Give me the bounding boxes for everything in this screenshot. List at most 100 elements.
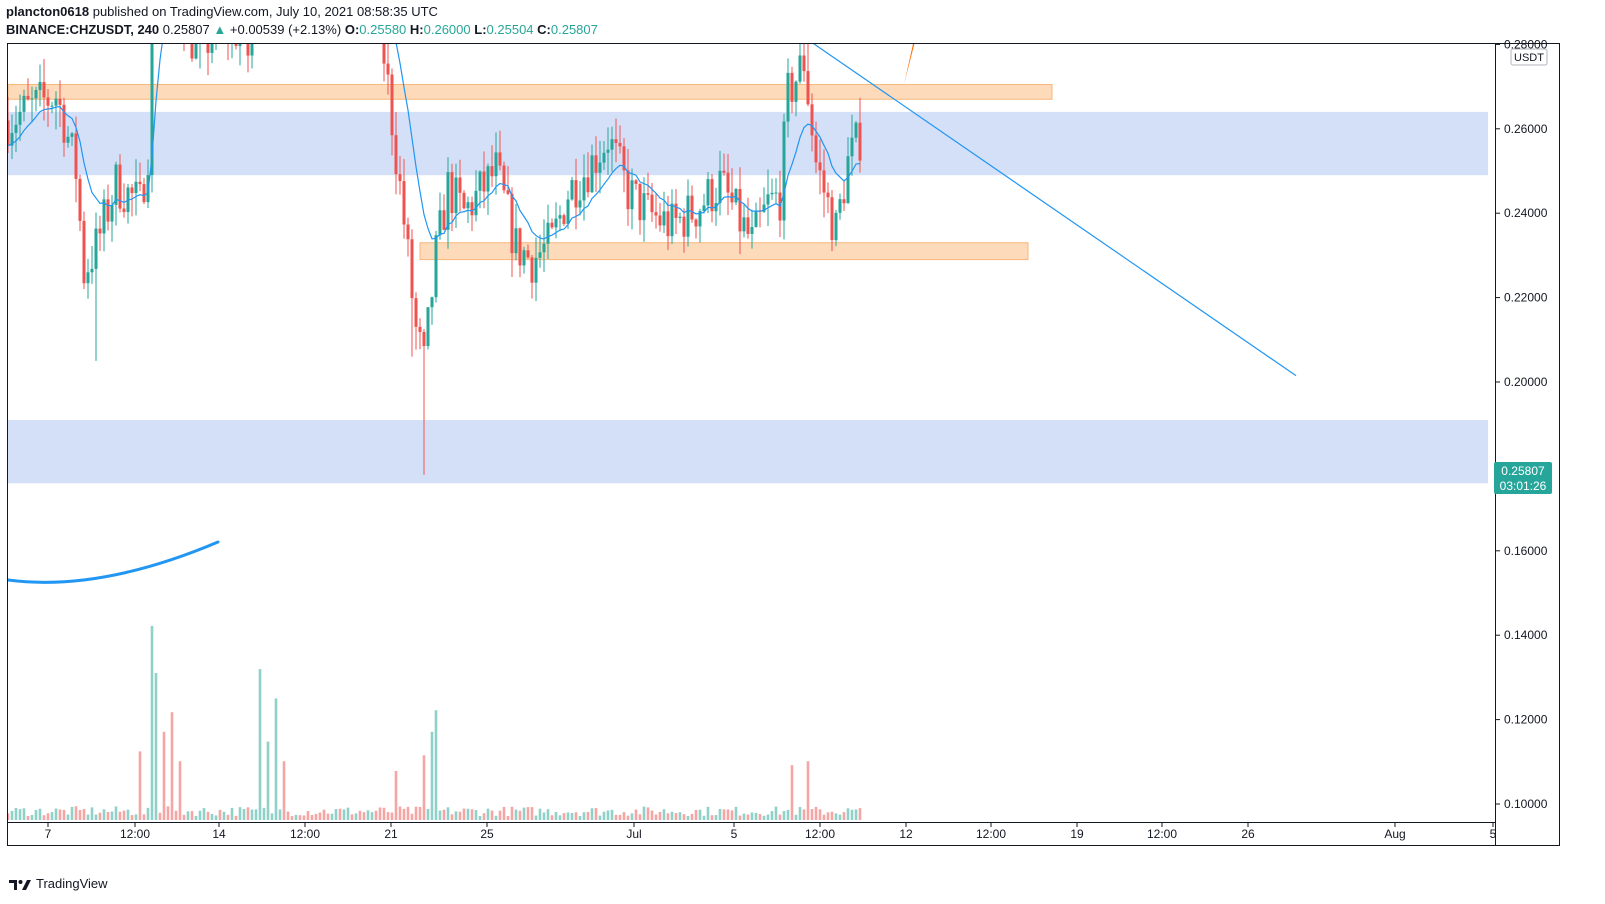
candle-body[interactable] [842, 199, 846, 204]
candle-body[interactable] [586, 177, 590, 193]
lower-blue-zone[interactable] [8, 419, 1488, 484]
candle-body[interactable] [62, 104, 66, 143]
rounded-bottom-arc[interactable] [8, 540, 220, 584]
candle-body[interactable] [598, 162, 602, 173]
candle-body[interactable] [718, 170, 722, 204]
candle-body[interactable] [662, 211, 666, 226]
candle-body[interactable] [622, 146, 626, 171]
candle-body[interactable] [450, 172, 454, 214]
candle-body[interactable] [466, 202, 470, 209]
moving-average-line[interactable] [8, 0, 861, 240]
candle-body[interactable] [630, 180, 634, 210]
candle-body[interactable] [26, 95, 30, 100]
candle-body[interactable] [646, 193, 650, 195]
candle-body[interactable] [498, 152, 502, 166]
candle-body[interactable] [422, 331, 426, 347]
candle-body[interactable] [542, 243, 546, 253]
symbol-name[interactable]: BINANCE:CHZUSDT, 240 [6, 22, 160, 37]
candle-body[interactable] [410, 239, 414, 299]
candle-body[interactable] [190, 14, 194, 59]
candle-body[interactable] [110, 204, 114, 222]
candle-body[interactable] [106, 199, 110, 222]
candle-body[interactable] [822, 170, 826, 193]
candle-body[interactable] [382, 1, 386, 64]
candle-body[interactable] [610, 139, 614, 150]
candle-body[interactable] [746, 217, 750, 234]
candle-body[interactable] [18, 111, 22, 125]
candle-body[interactable] [722, 170, 726, 173]
candle-body[interactable] [331, 0, 334, 2]
candle-body[interactable] [814, 135, 818, 163]
price-axis[interactable]: 0.460000.440000.420000.400000.380000.360… [1495, 0, 1548, 811]
candle-body[interactable] [118, 164, 122, 209]
candle-body[interactable] [514, 228, 518, 254]
footer[interactable]: TradingView [8, 876, 108, 891]
time-axis[interactable]: 7 12:00 14 12:00 21 25 Jul 5 12:00 12 12:00 19 12:00… [45, 822, 1497, 841]
candle-body[interactable] [606, 149, 610, 153]
candle-body[interactable] [570, 180, 574, 200]
candle-body[interactable] [710, 179, 714, 212]
candle-body[interactable] [502, 165, 506, 191]
candle-body[interactable] [462, 192, 466, 209]
candle-body[interactable] [46, 97, 50, 106]
candle-body[interactable] [339, 0, 342, 1]
candle-body[interactable] [830, 197, 834, 241]
candle-body[interactable] [510, 193, 514, 254]
candle-body[interactable] [786, 72, 790, 122]
candle-body[interactable] [638, 183, 642, 221]
candle-body[interactable] [210, 41, 214, 53]
candle-body[interactable] [850, 137, 854, 157]
candle-body[interactable] [394, 135, 398, 175]
candle-body[interactable] [14, 124, 18, 133]
candle-body[interactable] [626, 170, 630, 210]
candle-body[interactable] [90, 268, 94, 273]
candle-body[interactable] [530, 257, 534, 283]
candle-body[interactable] [343, 0, 346, 1]
candle-body[interactable] [250, 0, 254, 56]
candle-body[interactable] [78, 178, 82, 221]
candle-body[interactable] [50, 105, 54, 107]
candle-body[interactable] [690, 195, 694, 220]
candle-body[interactable] [490, 166, 494, 177]
candle-body[interactable] [766, 194, 770, 205]
candle-body[interactable] [446, 172, 450, 230]
candle-body[interactable] [706, 179, 710, 206]
candle-body[interactable] [810, 104, 814, 136]
candle-body[interactable] [458, 177, 462, 193]
candle-body[interactable] [742, 217, 746, 232]
candle-body[interactable] [794, 81, 798, 102]
candle-body[interactable] [494, 152, 498, 177]
resistance-line-zone[interactable] [8, 83, 1053, 100]
candle-body[interactable] [522, 250, 526, 266]
candle-body[interactable] [34, 90, 38, 99]
candle-body[interactable] [634, 180, 638, 184]
candle-body[interactable] [74, 133, 78, 179]
candle-body[interactable] [750, 226, 754, 234]
candle-body[interactable] [58, 98, 62, 105]
candle-body[interactable] [379, 0, 382, 1]
candle-body[interactable] [134, 181, 138, 194]
candle-body[interactable] [138, 181, 142, 185]
candle-body[interactable] [430, 297, 434, 308]
candle-body[interactable] [98, 228, 102, 234]
candle-body[interactable] [594, 155, 598, 173]
candle-body[interactable] [82, 220, 86, 284]
candle-body[interactable] [142, 184, 146, 203]
candle-body[interactable] [590, 155, 594, 193]
candle-body[interactable] [7, 120, 10, 146]
candle-body[interactable] [666, 211, 670, 237]
candle-body[interactable] [554, 218, 558, 228]
candle-body[interactable] [762, 204, 766, 212]
candle-body[interactable] [562, 215, 566, 224]
candle-body[interactable] [390, 74, 394, 136]
candle-body[interactable] [526, 250, 530, 258]
candle-body[interactable] [678, 216, 682, 218]
candle-body[interactable] [327, 0, 330, 2]
candle-body[interactable] [438, 210, 442, 236]
candle-body[interactable] [654, 212, 658, 216]
candle-body[interactable] [474, 190, 478, 216]
candle-body[interactable] [130, 187, 134, 194]
candle-body[interactable] [578, 200, 582, 208]
candle-body[interactable] [22, 95, 26, 112]
